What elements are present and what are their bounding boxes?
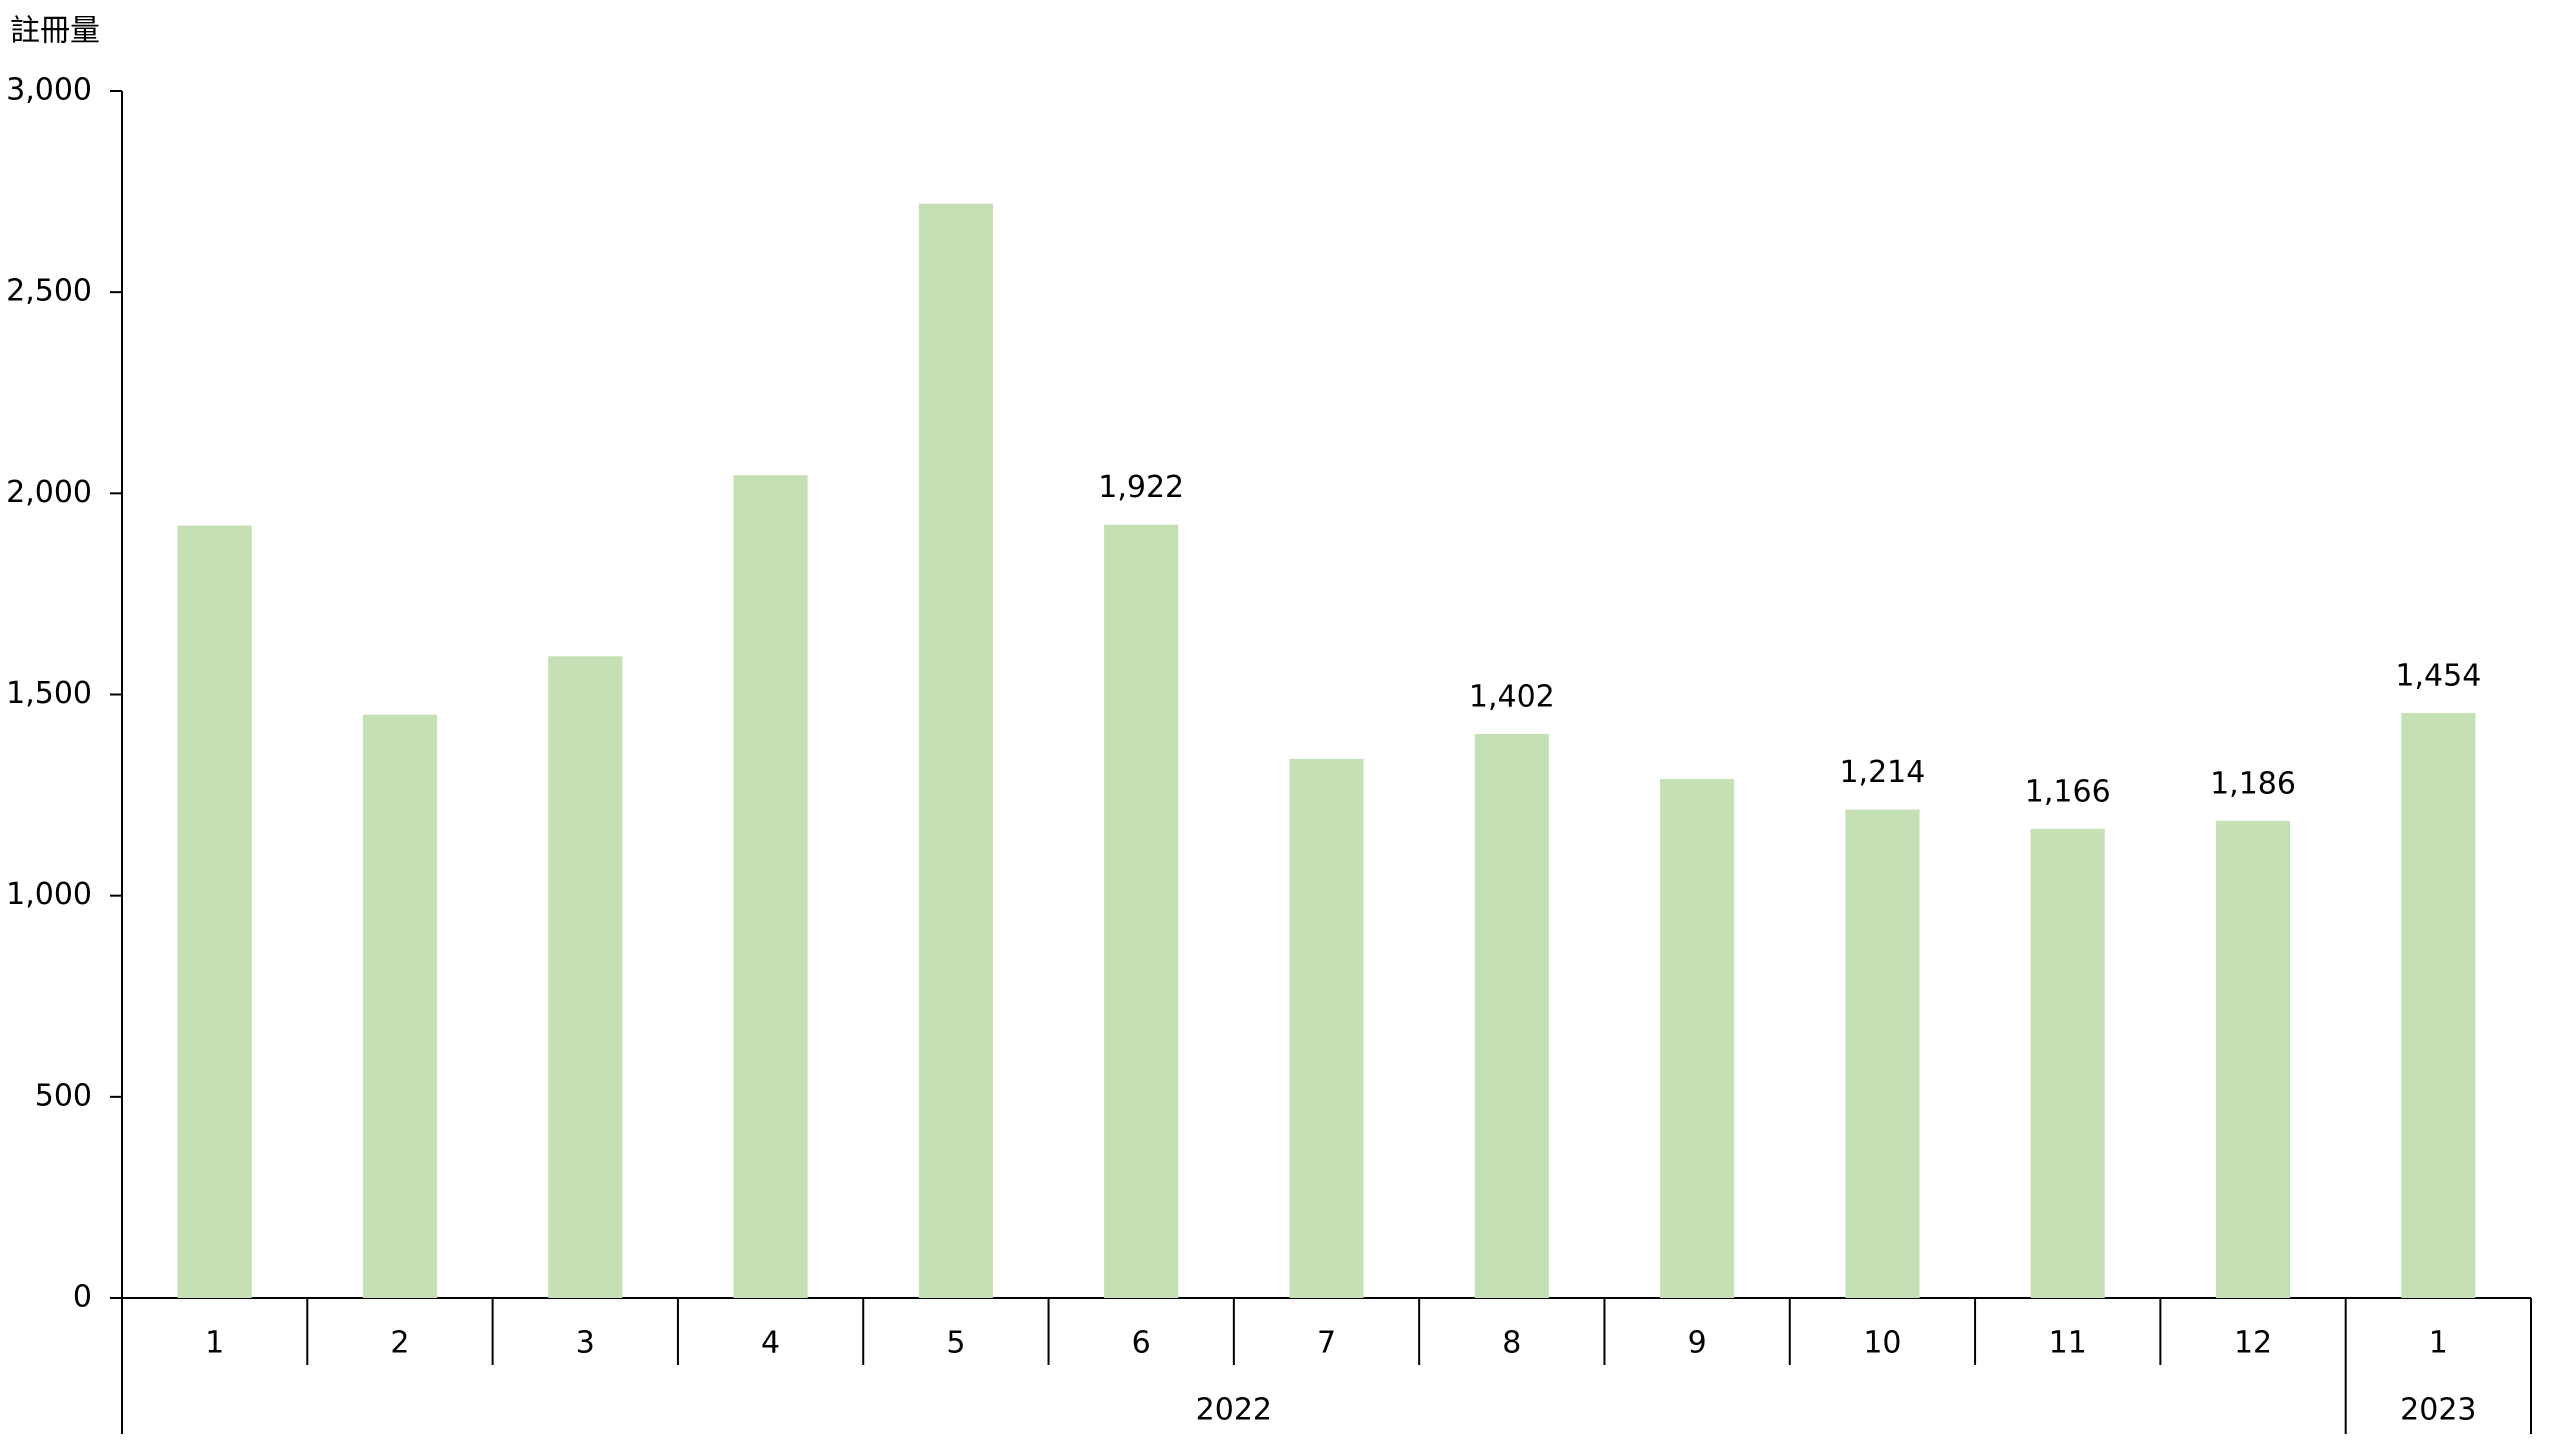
x-tick-label: 9 bbox=[1688, 1326, 1707, 1361]
x-tick-label: 7 bbox=[1317, 1326, 1336, 1361]
y-tick-label: 1,500 bbox=[6, 676, 92, 711]
data-label: 1,166 bbox=[2025, 774, 2111, 809]
bar bbox=[1104, 524, 1179, 1298]
group-label: 2023 bbox=[2400, 1393, 2476, 1428]
bar bbox=[733, 475, 808, 1298]
x-tick-label: 6 bbox=[1132, 1326, 1151, 1361]
bar bbox=[548, 656, 623, 1298]
data-label: 1,402 bbox=[1469, 679, 1555, 714]
x-tick-label: 1 bbox=[205, 1326, 224, 1361]
x-tick-label: 1 bbox=[2429, 1326, 2448, 1361]
group-label: 2022 bbox=[1196, 1393, 1272, 1428]
bar bbox=[1845, 809, 1920, 1298]
x-tick-label: 12 bbox=[2234, 1326, 2272, 1361]
bar bbox=[1660, 778, 1735, 1298]
y-tick-label: 0 bbox=[73, 1280, 92, 1315]
x-tick-label: 11 bbox=[2049, 1326, 2087, 1361]
y-tick-label: 2,000 bbox=[6, 475, 92, 510]
x-tick-label: 8 bbox=[1502, 1326, 1521, 1361]
bar bbox=[1289, 758, 1364, 1298]
x-tick-label: 5 bbox=[946, 1326, 965, 1361]
y-axis-label: 註冊量 bbox=[10, 14, 100, 49]
bar bbox=[2030, 828, 2105, 1298]
bar bbox=[1474, 733, 1549, 1298]
x-tick-label: 2 bbox=[390, 1326, 409, 1361]
x-tick-label: 4 bbox=[761, 1326, 780, 1361]
y-tick-label: 3,000 bbox=[6, 73, 92, 108]
bar bbox=[918, 203, 993, 1299]
bar bbox=[2215, 820, 2291, 1298]
y-tick-label: 2,500 bbox=[6, 274, 92, 309]
bar bbox=[2401, 713, 2476, 1298]
x-tick-label: 10 bbox=[1863, 1326, 1901, 1361]
bar bbox=[177, 525, 252, 1298]
x-tick-label: 3 bbox=[576, 1326, 595, 1361]
y-tick-label: 500 bbox=[35, 1078, 92, 1113]
y-tick-label: 1,000 bbox=[6, 877, 92, 912]
data-label: 1,454 bbox=[2395, 659, 2481, 694]
bar bbox=[362, 714, 438, 1298]
data-label: 1,214 bbox=[1839, 755, 1925, 790]
data-label: 1,922 bbox=[1098, 470, 1184, 505]
data-label: 1,186 bbox=[2210, 766, 2296, 801]
